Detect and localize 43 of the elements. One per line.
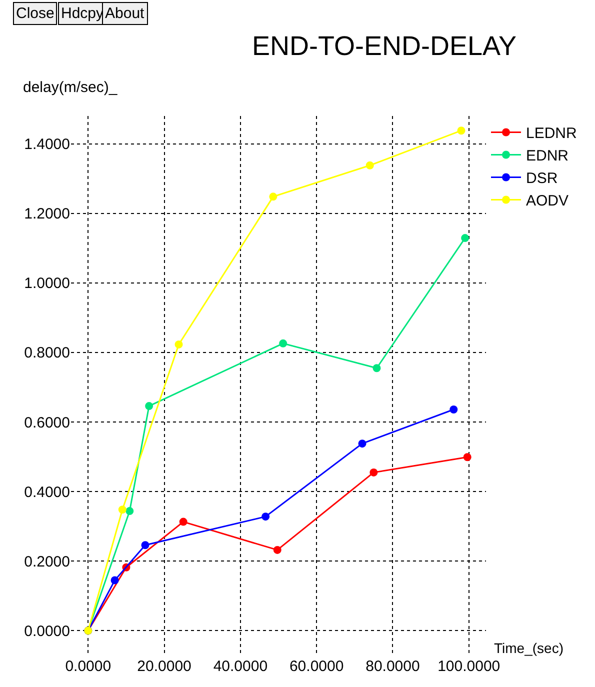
point (457, 126, 466, 135)
legend-label: LEDNR (526, 125, 578, 142)
point (463, 453, 472, 462)
point (269, 192, 278, 201)
point (366, 161, 374, 170)
x-tick-label: 80.0000 (366, 658, 420, 675)
text: Close (16, 5, 54, 22)
point (262, 512, 270, 521)
point (174, 340, 183, 348)
point (461, 234, 470, 242)
point (141, 541, 150, 550)
point (279, 339, 288, 348)
text: About (105, 5, 146, 22)
point (126, 507, 134, 516)
y-tick-label: 1.4000 (24, 136, 70, 154)
y-tick-label: 0.2000 (24, 553, 70, 570)
legend-label: DSR (526, 170, 558, 188)
y-tick-label: 1.2000 (24, 206, 70, 223)
y-tick-label: 0.4000 (24, 484, 70, 501)
point (145, 402, 154, 410)
x-tick-label: 20.0000 (137, 658, 192, 675)
x-tick-label: 60.0000 (289, 658, 344, 675)
point (273, 546, 282, 554)
point (370, 468, 378, 476)
x-tick-label: 0.0000 (65, 658, 112, 675)
chart-title: END-TO-END-DELAY (252, 31, 517, 61)
text: Hdcpy (61, 5, 104, 22)
point (110, 576, 119, 584)
x-tick-label: 40.0000 (213, 658, 268, 675)
y-tick-label: 1.0000 (24, 275, 70, 292)
legend-label: AODV (526, 192, 569, 210)
point (118, 506, 126, 514)
point (179, 518, 188, 526)
point (358, 440, 366, 448)
y-axis-title: delay(m/sec)_ (23, 79, 118, 96)
y-tick-label: 0.0000 (24, 622, 70, 640)
legend-label: EDNR (526, 148, 569, 165)
x-axis-title: Time_(sec) (494, 640, 564, 656)
y-tick-label: 0.8000 (24, 344, 70, 362)
y-tick-label: 0.6000 (24, 414, 70, 432)
x-tick-label: 100.0000 (438, 658, 500, 675)
point (372, 364, 381, 372)
point (450, 405, 458, 414)
